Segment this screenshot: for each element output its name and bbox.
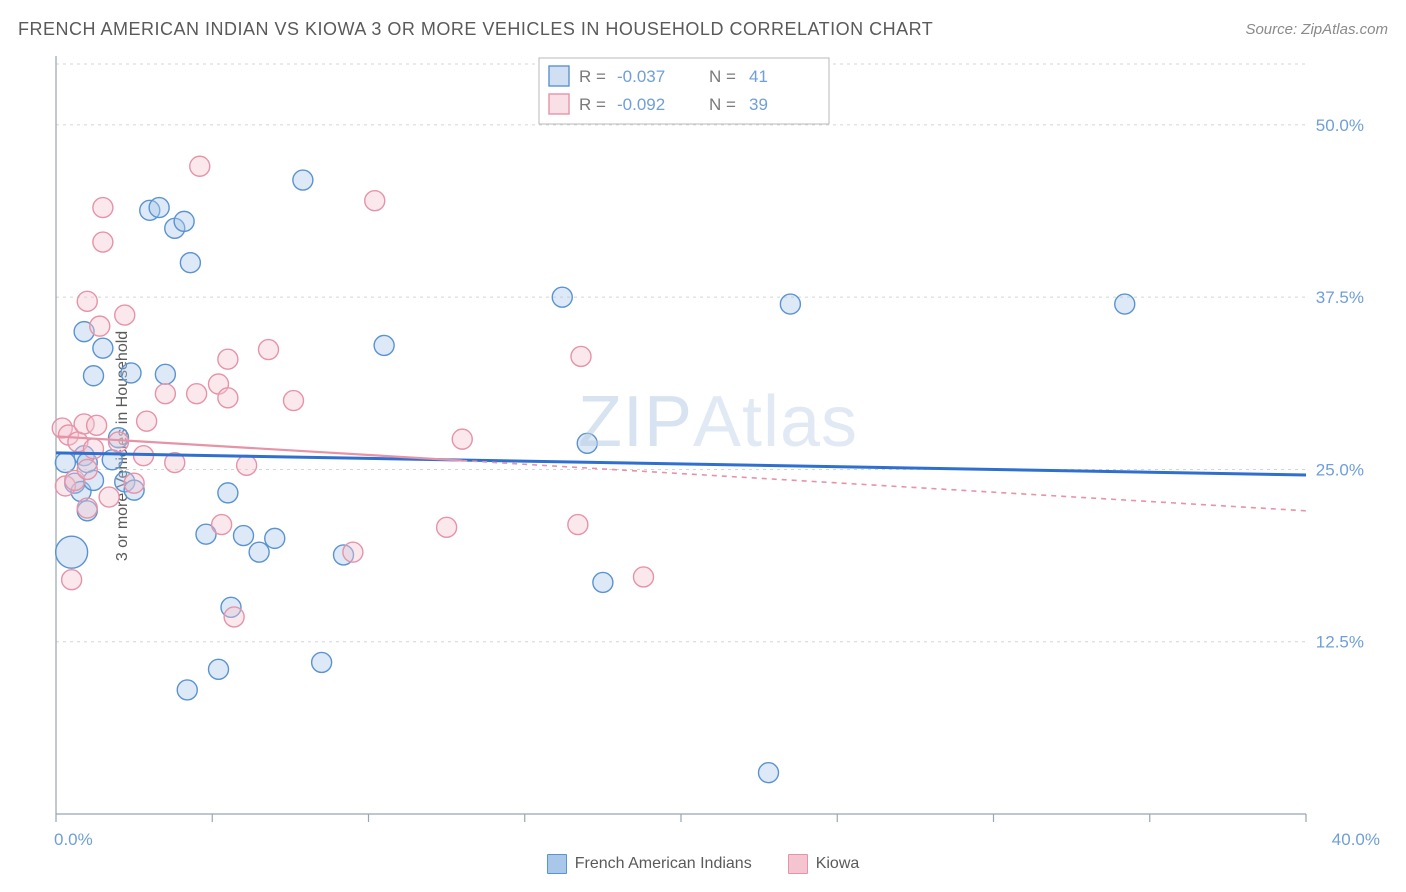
svg-text:39: 39: [749, 95, 768, 114]
svg-text:-0.037: -0.037: [617, 67, 665, 86]
svg-text:N =: N =: [709, 95, 736, 114]
svg-text:37.5%: 37.5%: [1316, 288, 1364, 307]
x-axis-max-label: 40.0%: [1332, 830, 1380, 850]
source-attribution: Source: ZipAtlas.com: [1245, 21, 1388, 38]
plot-area: 12.5% 25.0% 37.5% 50.0% R = -0.037 N = 41 R = -0.…: [50, 52, 1386, 822]
bottom-legend: French American Indians Kiowa: [0, 854, 1406, 874]
legend-swatch-a: [547, 854, 567, 874]
svg-text:41: 41: [749, 67, 768, 86]
svg-text:N =: N =: [709, 67, 736, 86]
svg-text:R =: R =: [579, 67, 606, 86]
legend-label-a: French American Indians: [575, 855, 752, 873]
x-axis-min-label: 0.0%: [54, 830, 93, 850]
svg-text:50.0%: 50.0%: [1316, 116, 1364, 135]
legend-label-b: Kiowa: [816, 855, 860, 873]
legend-swatch-b: [788, 854, 808, 874]
scatter-chart: 12.5% 25.0% 37.5% 50.0% R = -0.037 N = 41 R = -0.…: [50, 52, 1386, 822]
svg-text:25.0%: 25.0%: [1316, 460, 1364, 479]
legend-item-series-b: Kiowa: [788, 854, 860, 874]
svg-text:-0.092: -0.092: [617, 95, 665, 114]
chart-header: FRENCH AMERICAN INDIAN VS KIOWA 3 OR MOR…: [0, 0, 1406, 48]
chart-title: FRENCH AMERICAN INDIAN VS KIOWA 3 OR MOR…: [18, 19, 933, 40]
svg-text:12.5%: 12.5%: [1316, 633, 1364, 652]
legend-item-series-a: French American Indians: [547, 854, 752, 874]
svg-text:R =: R =: [579, 95, 606, 114]
